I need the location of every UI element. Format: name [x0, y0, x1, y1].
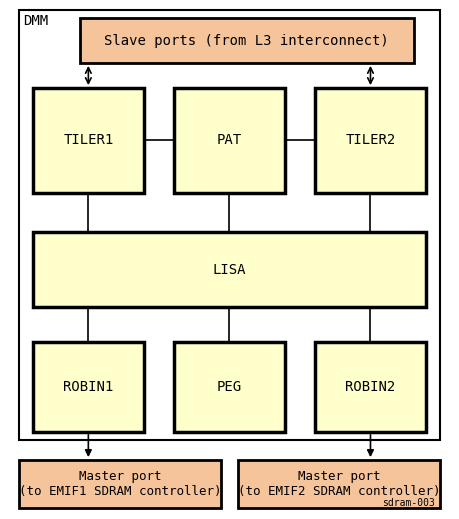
Bar	[19, 10, 440, 440]
Bar	[315, 88, 426, 193]
Text: sdram-003: sdram-003	[382, 498, 436, 508]
Bar	[174, 342, 285, 432]
Bar	[33, 342, 144, 432]
Text: LISA: LISA	[213, 263, 246, 277]
Text: TILER2: TILER2	[345, 133, 396, 147]
Text: PEG: PEG	[217, 380, 242, 394]
Text: DMM: DMM	[23, 14, 49, 28]
Bar	[80, 18, 414, 63]
Text: Slave ports (from L3 interconnect): Slave ports (from L3 interconnect)	[105, 34, 389, 48]
Bar	[33, 232, 426, 307]
Text: Master port
(to EMIF1 SDRAM controller): Master port (to EMIF1 SDRAM controller)	[19, 470, 221, 498]
Bar	[315, 342, 426, 432]
Bar	[174, 88, 285, 193]
Text: ROBIN2: ROBIN2	[345, 380, 396, 394]
Text: ROBIN1: ROBIN1	[63, 380, 113, 394]
Bar	[19, 460, 221, 508]
Text: PAT: PAT	[217, 133, 242, 147]
Bar	[238, 460, 440, 508]
Bar	[33, 88, 144, 193]
Text: Master port
(to EMIF2 SDRAM controller): Master port (to EMIF2 SDRAM controller)	[238, 470, 440, 498]
Text: TILER1: TILER1	[63, 133, 113, 147]
